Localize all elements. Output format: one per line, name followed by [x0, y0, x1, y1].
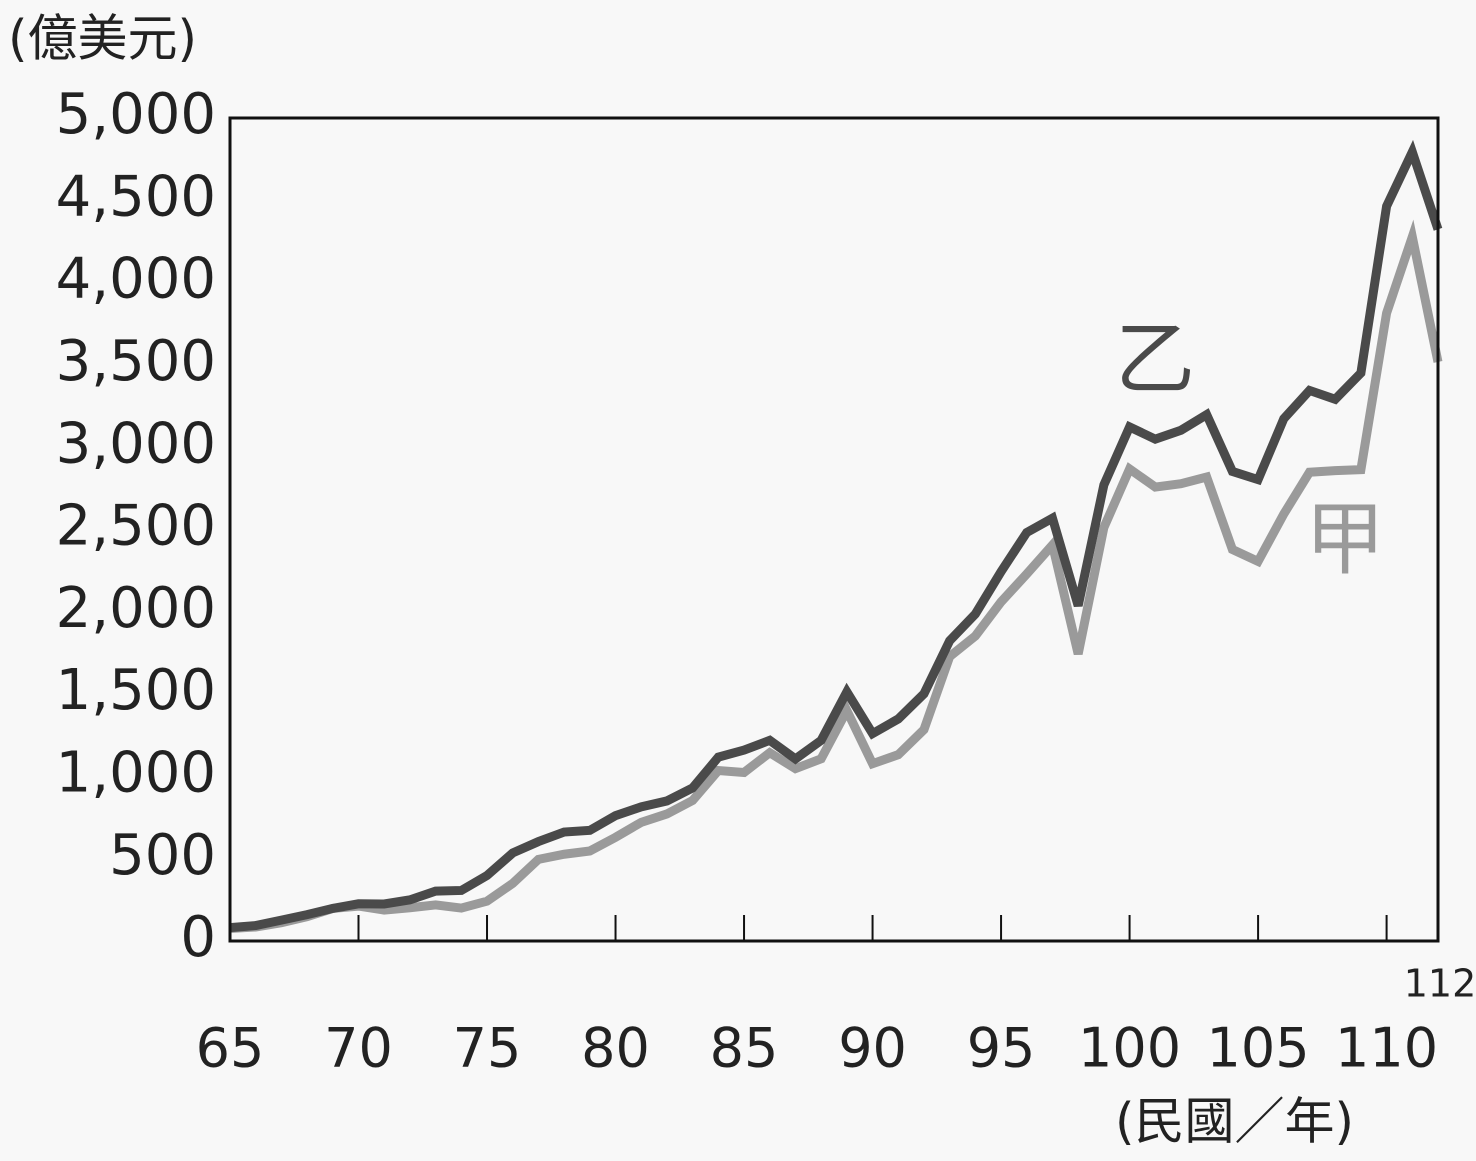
x-tick-label: 112 — [1404, 962, 1476, 1006]
y-tick-label: 4,500 — [56, 164, 216, 229]
x-tick-label: 80 — [581, 1017, 650, 1080]
y-tick-label: 3,500 — [56, 329, 216, 394]
x-tick-label: 70 — [324, 1017, 393, 1080]
plot-frame — [228, 116, 1440, 943]
x-tick-label: 65 — [196, 1017, 265, 1080]
y-tick-label: 1,000 — [56, 741, 216, 806]
y-tick-label: 500 — [109, 823, 216, 888]
y-tick-label: 5,000 — [56, 82, 216, 147]
y-tick-label: 3,000 — [56, 411, 216, 476]
x-tick-label: 110 — [1335, 1017, 1438, 1080]
y-tick-label: 1,500 — [56, 658, 216, 723]
series-label: 乙 — [1115, 313, 1195, 406]
x-tick-label: 95 — [967, 1017, 1036, 1080]
x-tick-label: 90 — [838, 1017, 907, 1080]
y-tick-label: 2,500 — [56, 494, 216, 559]
y-tick-label: 0 — [180, 905, 216, 970]
y-tick-label: 2,000 — [56, 576, 216, 641]
y-tick-label: 4,000 — [56, 247, 216, 312]
x-tick-label: 100 — [1078, 1017, 1181, 1080]
x-tick-label: 85 — [710, 1017, 779, 1080]
x-tick-label: 75 — [453, 1017, 522, 1080]
series-line — [229, 139, 1443, 933]
x-tick-label: 105 — [1207, 1017, 1310, 1080]
series-line — [229, 219, 1443, 933]
series-label: 甲 — [1305, 493, 1385, 586]
x-axis-label: (民國／年) — [1115, 1093, 1354, 1151]
y-axis-label: (億美元) — [8, 10, 197, 68]
